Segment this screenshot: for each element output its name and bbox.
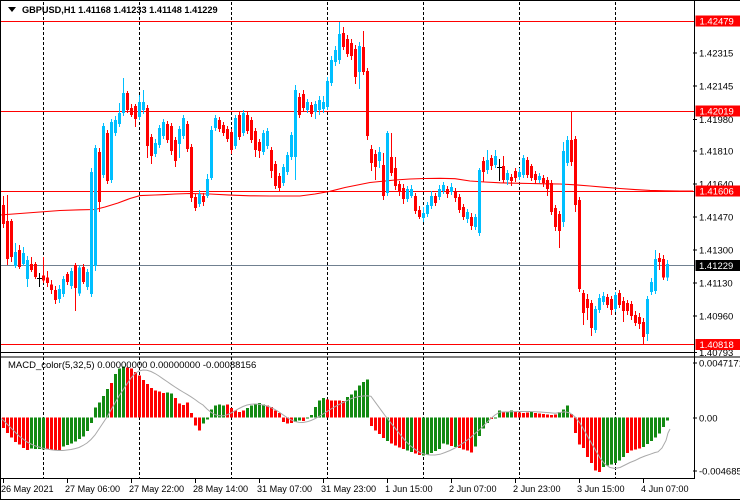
svg-text:1.41606: 1.41606 — [700, 186, 734, 197]
svg-text:26 May 2021: 26 May 2021 — [1, 484, 54, 494]
svg-text:1.41300: 1.41300 — [699, 245, 733, 256]
svg-text:28 May 14:00: 28 May 14:00 — [193, 484, 248, 494]
svg-text:1 Jun 15:00: 1 Jun 15:00 — [385, 484, 433, 494]
svg-text:0.00: 0.00 — [699, 413, 718, 424]
svg-text:1.41470: 1.41470 — [699, 212, 733, 223]
svg-text:27 May 06:00: 27 May 06:00 — [65, 484, 120, 494]
svg-text:2 Jun 07:00: 2 Jun 07:00 — [449, 484, 497, 494]
svg-text:2 Jun 23:00: 2 Jun 23:00 — [513, 484, 561, 494]
svg-text:1.40960: 1.40960 — [699, 311, 733, 322]
svg-text:27 May 22:00: 27 May 22:00 — [129, 484, 184, 494]
svg-text:1.42315: 1.42315 — [699, 48, 733, 59]
svg-text:1.42479: 1.42479 — [700, 16, 734, 27]
svg-text:1.40818: 1.40818 — [700, 340, 734, 351]
svg-text:1.41229: 1.41229 — [699, 261, 733, 272]
svg-text:-0.0046850: -0.0046850 — [699, 466, 740, 477]
svg-text:MACD_color(5,32,5) 0.00000000: MACD_color(5,32,5) 0.00000000 0.00000000… — [8, 360, 256, 371]
svg-text:1.41980: 1.41980 — [699, 115, 733, 126]
svg-text:1.41810: 1.41810 — [699, 146, 733, 157]
svg-text:1.41130: 1.41130 — [699, 278, 733, 289]
svg-text:1.42145: 1.42145 — [699, 81, 733, 92]
svg-text:4 Jun 07:00: 4 Jun 07:00 — [641, 484, 689, 494]
svg-text:31 May 07:00: 31 May 07:00 — [257, 484, 312, 494]
svg-text:31 May 23:00: 31 May 23:00 — [321, 484, 376, 494]
svg-text:1.40793: 1.40793 — [699, 348, 733, 359]
svg-text:0.0047171: 0.0047171 — [699, 358, 740, 369]
svg-text:1.42019: 1.42019 — [700, 106, 734, 117]
svg-text:3 Jun 15:00: 3 Jun 15:00 — [577, 484, 625, 494]
svg-text:GBPUSD,H1 1.41168 1.41233 1.4: GBPUSD,H1 1.41168 1.41233 1.41148 1.4122… — [22, 5, 218, 15]
svg-text:1.41640: 1.41640 — [699, 179, 733, 190]
